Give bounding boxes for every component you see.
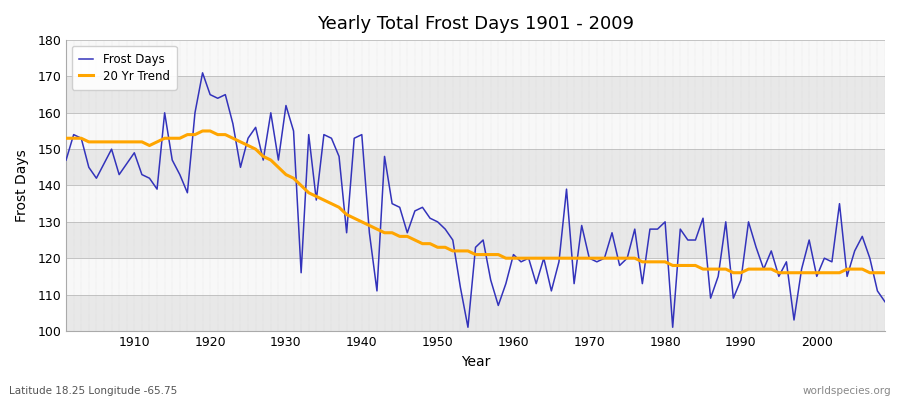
Frost Days (122, 161, 132, 166)
Title: Yearly Total Frost Days 1901 - 2009: Yearly Total Frost Days 1901 - 2009 (317, 15, 634, 33)
Bar (66, 258, 885, 294)
Bar (66, 149, 885, 186)
20 Yr Trend (607, 256, 617, 260)
Line: 20 Yr Trend: 20 Yr Trend (66, 131, 885, 273)
X-axis label: Year: Year (461, 355, 491, 369)
Bar (66, 222, 885, 258)
Text: Latitude 18.25 Longitude -65.75: Latitude 18.25 Longitude -65.75 (9, 386, 177, 396)
20 Yr Trend (879, 270, 890, 275)
20 Yr Trend (197, 128, 208, 133)
Legend: Frost Days, 20 Yr Trend: Frost Days, 20 Yr Trend (72, 46, 176, 90)
20 Yr Trend (60, 136, 71, 141)
20 Yr Trend (296, 183, 307, 188)
20 Yr Trend (728, 270, 739, 275)
Frost Days (879, 300, 890, 304)
Frost Days (614, 263, 625, 268)
Bar (66, 40, 885, 76)
Bar (66, 294, 885, 331)
Bar (66, 186, 885, 222)
Frost Days (60, 158, 71, 162)
Frost Days (523, 256, 534, 260)
Frost Days (341, 230, 352, 235)
20 Yr Trend (122, 140, 132, 144)
Frost Days (463, 325, 473, 330)
20 Yr Trend (516, 256, 526, 260)
Bar (66, 76, 885, 113)
Frost Days (296, 270, 307, 275)
Bar (66, 113, 885, 149)
20 Yr Trend (341, 212, 352, 217)
Frost Days (516, 260, 526, 264)
Frost Days (197, 70, 208, 75)
Text: worldspecies.org: worldspecies.org (803, 386, 891, 396)
20 Yr Trend (508, 256, 518, 260)
Y-axis label: Frost Days: Frost Days (15, 149, 29, 222)
Line: Frost Days: Frost Days (66, 73, 885, 327)
